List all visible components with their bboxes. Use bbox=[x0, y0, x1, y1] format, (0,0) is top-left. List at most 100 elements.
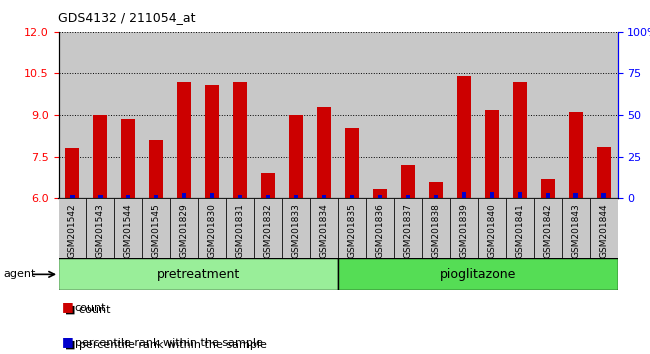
Bar bbox=[601, 193, 606, 198]
Bar bbox=[338, 32, 366, 198]
Bar bbox=[150, 140, 163, 198]
Bar bbox=[573, 193, 578, 198]
Bar bbox=[317, 107, 331, 198]
Text: pretreatment: pretreatment bbox=[157, 268, 240, 281]
Text: GDS4132 / 211054_at: GDS4132 / 211054_at bbox=[58, 11, 196, 24]
Bar bbox=[122, 119, 135, 198]
Bar bbox=[233, 82, 247, 198]
Bar bbox=[98, 195, 103, 198]
Bar bbox=[198, 198, 226, 258]
Bar bbox=[489, 192, 494, 198]
Text: GSM201840: GSM201840 bbox=[488, 203, 496, 258]
Bar bbox=[350, 195, 354, 198]
Bar bbox=[562, 198, 590, 258]
Bar bbox=[177, 82, 191, 198]
Text: count: count bbox=[75, 303, 106, 313]
Bar bbox=[266, 195, 270, 198]
Bar bbox=[345, 127, 359, 198]
Bar bbox=[238, 195, 242, 198]
Bar bbox=[590, 198, 618, 258]
Text: ■ count: ■ count bbox=[65, 305, 110, 315]
Bar bbox=[70, 195, 75, 198]
Text: GSM201542: GSM201542 bbox=[68, 203, 77, 258]
Bar bbox=[154, 195, 159, 198]
Text: GSM201844: GSM201844 bbox=[599, 203, 608, 258]
Text: ■ percentile rank within the sample: ■ percentile rank within the sample bbox=[65, 341, 267, 350]
Bar bbox=[422, 32, 450, 198]
Text: GSM201838: GSM201838 bbox=[432, 203, 440, 258]
Bar bbox=[485, 109, 499, 198]
Text: GSM201831: GSM201831 bbox=[236, 203, 244, 258]
Text: GSM201545: GSM201545 bbox=[152, 203, 161, 258]
Text: GSM201829: GSM201829 bbox=[180, 203, 188, 258]
Bar bbox=[545, 193, 550, 198]
Bar bbox=[462, 192, 466, 198]
Bar bbox=[478, 198, 506, 258]
Text: GSM201830: GSM201830 bbox=[208, 203, 216, 258]
Bar bbox=[142, 198, 170, 258]
Text: ■: ■ bbox=[62, 335, 73, 348]
Bar bbox=[282, 32, 310, 198]
Bar bbox=[569, 112, 582, 198]
Text: GSM201836: GSM201836 bbox=[376, 203, 384, 258]
Bar bbox=[310, 32, 338, 198]
Text: GSM201832: GSM201832 bbox=[264, 203, 272, 258]
Bar bbox=[182, 193, 187, 198]
Bar bbox=[86, 32, 114, 198]
Text: GSM201841: GSM201841 bbox=[515, 203, 524, 258]
Text: percentile rank within the sample: percentile rank within the sample bbox=[75, 338, 263, 348]
Bar bbox=[506, 32, 534, 198]
Text: pioglitazone: pioglitazone bbox=[439, 268, 516, 281]
Bar bbox=[457, 76, 471, 198]
Bar bbox=[58, 258, 338, 290]
Bar bbox=[597, 147, 610, 198]
Bar bbox=[434, 195, 438, 198]
Text: GSM201544: GSM201544 bbox=[124, 203, 133, 258]
Bar bbox=[422, 198, 450, 258]
Bar bbox=[170, 198, 198, 258]
Bar bbox=[289, 115, 303, 198]
Bar bbox=[210, 193, 215, 198]
Bar bbox=[378, 195, 382, 198]
Bar bbox=[310, 198, 338, 258]
Bar bbox=[142, 32, 170, 198]
Bar bbox=[401, 165, 415, 198]
Bar bbox=[517, 192, 522, 198]
Text: GSM201835: GSM201835 bbox=[348, 203, 356, 258]
Text: GSM201837: GSM201837 bbox=[404, 203, 412, 258]
Text: GSM201834: GSM201834 bbox=[320, 203, 328, 258]
Bar bbox=[366, 32, 394, 198]
Bar bbox=[114, 32, 142, 198]
Bar bbox=[366, 198, 394, 258]
Bar bbox=[282, 198, 310, 258]
Bar bbox=[58, 32, 86, 198]
Text: GSM201543: GSM201543 bbox=[96, 203, 105, 258]
Text: GSM201842: GSM201842 bbox=[543, 203, 552, 258]
Bar bbox=[513, 82, 526, 198]
Text: agent: agent bbox=[3, 269, 36, 279]
Bar bbox=[506, 198, 534, 258]
Bar bbox=[226, 198, 254, 258]
Bar bbox=[58, 198, 86, 258]
Bar bbox=[534, 32, 562, 198]
Bar bbox=[66, 148, 79, 198]
Bar bbox=[126, 195, 131, 198]
Bar bbox=[338, 258, 618, 290]
Bar bbox=[590, 32, 618, 198]
Bar bbox=[254, 198, 282, 258]
Bar bbox=[205, 85, 219, 198]
Bar bbox=[226, 32, 254, 198]
Bar bbox=[254, 32, 282, 198]
Bar bbox=[114, 198, 142, 258]
Bar bbox=[406, 195, 410, 198]
Text: ■: ■ bbox=[62, 299, 73, 313]
Text: GSM201839: GSM201839 bbox=[460, 203, 468, 258]
Bar bbox=[541, 179, 554, 198]
Bar bbox=[322, 195, 326, 198]
Bar bbox=[429, 182, 443, 198]
Bar bbox=[562, 32, 590, 198]
Bar bbox=[261, 173, 275, 198]
Bar bbox=[170, 32, 198, 198]
Bar bbox=[450, 198, 478, 258]
Bar bbox=[86, 198, 114, 258]
